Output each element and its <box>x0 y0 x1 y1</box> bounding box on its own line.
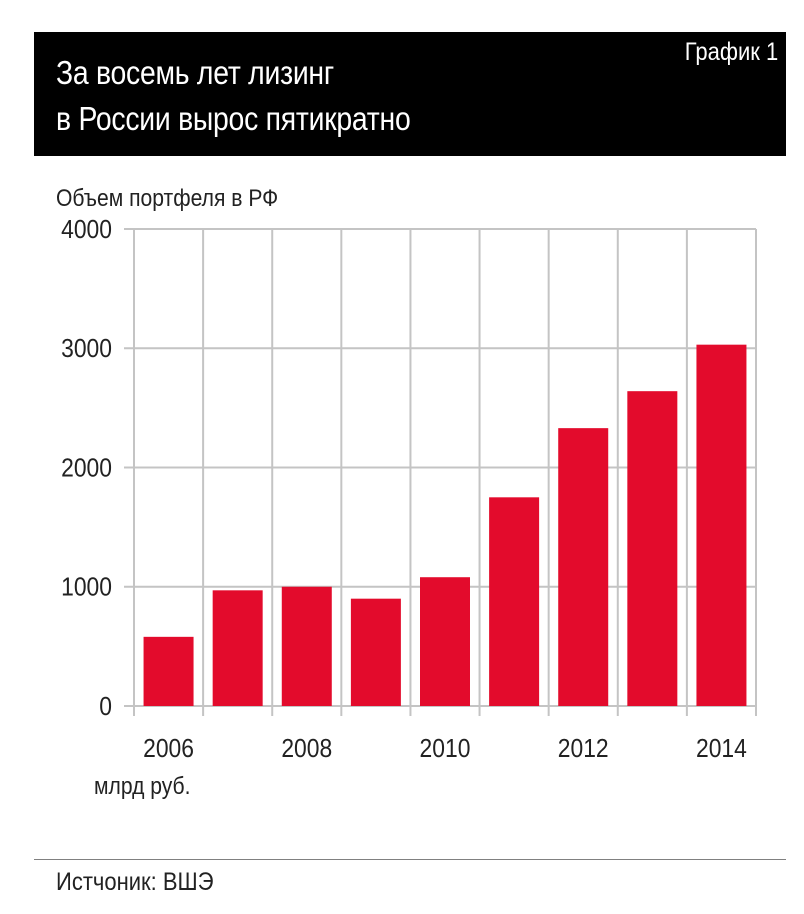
x-tick-label: 2012 <box>558 735 609 764</box>
bar-2010 <box>420 577 470 706</box>
y-axis-label: Объем портфеля в РФ <box>56 185 278 212</box>
bar-2014 <box>696 344 747 706</box>
bar-2008 <box>281 586 332 706</box>
x-tick-label: 2010 <box>420 735 471 764</box>
bars-layer <box>143 344 747 706</box>
bar-2012 <box>558 428 609 706</box>
labels-layer: 0 1000 2000 3000 4000 2006 2008 2010 2012 2014 <box>61 216 747 764</box>
unit-label: млрд руб. <box>94 773 191 800</box>
source-note: Истчоник: ВШЭ <box>56 868 214 896</box>
y-tick-label: 2000 <box>61 454 112 483</box>
chart-title-line-2: в России вырос пятикратно <box>56 100 411 137</box>
bar-chart: 0 1000 2000 3000 4000 2006 2008 2010 2012 2014 Об… <box>56 185 757 800</box>
y-tick-label: 4000 <box>61 216 112 245</box>
footer-divider <box>34 859 786 860</box>
x-tick-label: 2006 <box>143 735 194 764</box>
x-tick-label: 2008 <box>281 735 332 764</box>
chart-title-line-1: За восемь лет лизинг <box>56 54 334 91</box>
bar-2006 <box>143 636 194 706</box>
y-tick-label: 1000 <box>61 573 112 602</box>
bar-2011 <box>489 497 540 706</box>
y-tick-label: 0 <box>99 693 112 722</box>
y-tick-label: 3000 <box>61 335 112 364</box>
bar-2013 <box>627 391 678 706</box>
bar-2007 <box>212 590 263 706</box>
chart-header: За восемь лет лизинг в России вырос пяти… <box>34 32 786 156</box>
bar-2009 <box>350 598 401 706</box>
chart-number-label: График 1 <box>684 38 778 66</box>
chart-title: За восемь лет лизинг в России вырос пяти… <box>56 50 555 142</box>
x-tick-label: 2014 <box>696 735 747 764</box>
